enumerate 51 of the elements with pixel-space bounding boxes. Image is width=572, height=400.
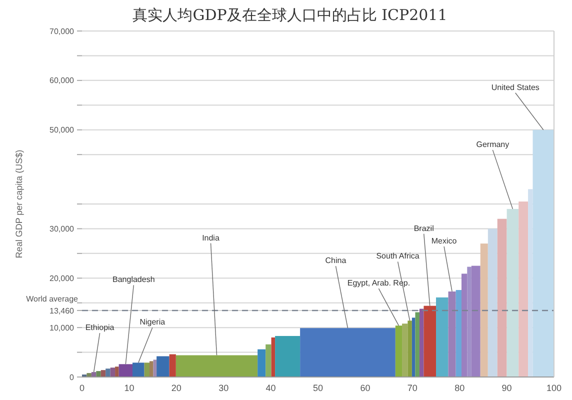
y-tick-label: 0 bbox=[70, 372, 75, 382]
bar bbox=[96, 371, 101, 377]
annotation: Germany bbox=[476, 140, 510, 149]
annotation: United States bbox=[491, 82, 540, 92]
y-tick-label: 70,000 bbox=[50, 26, 75, 36]
x-tick-label: 10 bbox=[124, 383, 134, 393]
annotation: Mexico bbox=[431, 236, 458, 246]
bar bbox=[86, 373, 92, 377]
bar bbox=[467, 266, 472, 377]
bar bbox=[271, 337, 276, 377]
y-tick-label: 20,000 bbox=[50, 274, 75, 283]
bar bbox=[106, 368, 110, 377]
y-tick-label: 60,000 bbox=[50, 76, 75, 86]
bar bbox=[149, 361, 154, 377]
bar bbox=[169, 354, 176, 377]
y-tick-label: 50,000 bbox=[50, 126, 75, 135]
bar bbox=[395, 326, 402, 377]
annotation: South Africa bbox=[376, 252, 420, 261]
x-tick-label: 20 bbox=[171, 383, 182, 393]
annotation: Bangladesh bbox=[112, 275, 155, 284]
annotation: China bbox=[325, 256, 347, 266]
x-tick-label: 70 bbox=[407, 383, 418, 393]
bar bbox=[144, 362, 150, 377]
x-tick-label: 90 bbox=[502, 383, 512, 393]
bar bbox=[110, 368, 116, 377]
bar bbox=[461, 274, 468, 377]
annotation: Ethiopia bbox=[85, 323, 115, 332]
bar bbox=[402, 324, 408, 377]
bar bbox=[419, 308, 424, 377]
x-tick-label: 80 bbox=[454, 383, 465, 393]
y-tick-label: 10,000 bbox=[50, 323, 75, 332]
x-tick-label: 0 bbox=[79, 383, 85, 393]
annotation: Egypt, Arab. Rep. bbox=[347, 278, 410, 288]
y-axis-title: Real GDP per capita (US$) bbox=[14, 150, 24, 258]
y-tick-label: 30,000 bbox=[50, 224, 75, 234]
annotation: Brazil bbox=[414, 224, 434, 233]
chart-title: 真实人均GDP及在全球人口中的占比 ICP2011 bbox=[132, 6, 448, 24]
y-tick-label: 13,460 bbox=[50, 306, 75, 316]
x-tick-label: 100 bbox=[546, 383, 562, 393]
x-tick-label: 50 bbox=[312, 383, 324, 393]
bar bbox=[266, 344, 272, 377]
annotation: India bbox=[202, 233, 220, 242]
bar bbox=[415, 312, 420, 377]
bar bbox=[528, 189, 533, 377]
annotation: Nigeria bbox=[140, 318, 166, 327]
x-tick-label: 40 bbox=[266, 383, 276, 393]
bar bbox=[408, 320, 412, 377]
bar bbox=[456, 290, 462, 377]
x-tick-label: 60 bbox=[360, 383, 370, 393]
x-tick-label: 30 bbox=[218, 383, 229, 393]
ref-line-label: World average bbox=[26, 294, 79, 304]
